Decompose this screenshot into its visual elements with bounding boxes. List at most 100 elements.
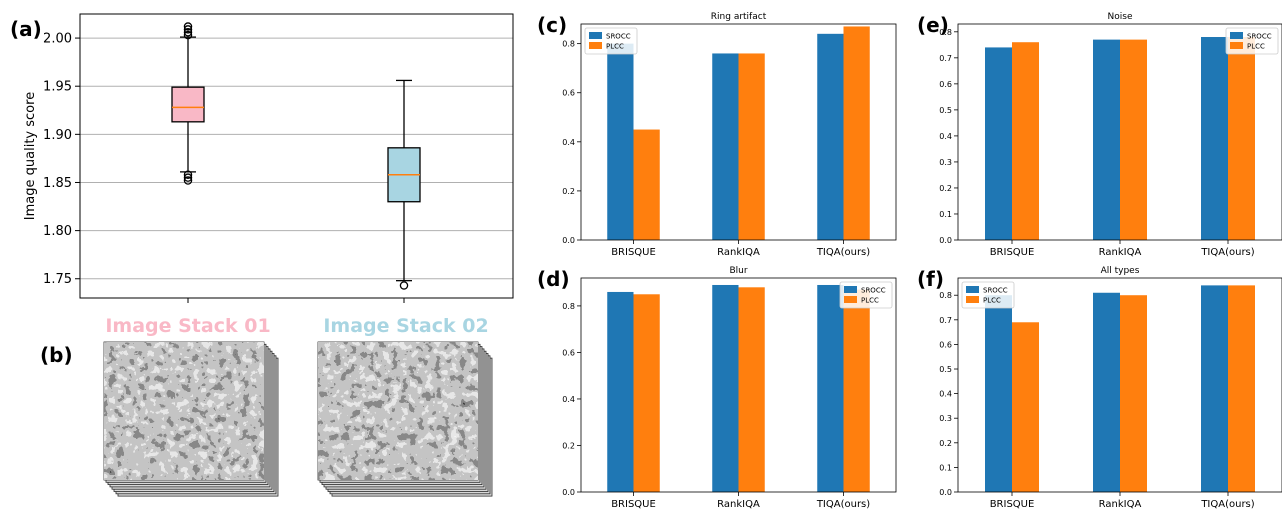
legend-label: SROCC [861,287,886,295]
legend-label: SROCC [606,33,631,41]
y-tick-label: 0.0 [939,236,952,245]
bar-srocc [1093,292,1120,492]
bar-srocc [607,43,634,240]
y-tick-label: 0.6 [562,89,575,98]
x-tick-label: RankIQA [1099,499,1142,509]
y-tick-label: 1.95 [43,80,72,95]
y-tick-label: 0.6 [562,348,575,357]
x-tick-label: TIQA(ours) [1200,499,1254,509]
image-stack-01 [103,341,279,497]
bar-srocc [1201,37,1228,240]
boxplot-chart: 1.75 1.80 1.85 1.90 1.95 2.00 Image quality sc… [23,13,514,303]
panel-label-d: (d) [537,267,570,291]
y-tick-label: 0.5 [939,365,952,374]
legend-swatch [966,286,979,293]
legend-label: SROCC [983,287,1008,295]
y-tick-label: 0.3 [939,158,952,167]
y-tick-label: 1.75 [43,272,72,287]
plot-frame [79,13,514,299]
y-tick-label: 0.2 [562,187,575,196]
legend-swatch [1230,32,1243,39]
y-tick-label: 0.7 [939,54,952,63]
bar-plcc [1228,285,1255,492]
bar-chart-all-types: All types 0.0 0.1 0.2 0.3 0.4 0.5 0.6 0.7 0.8 BRIS… [939,266,1282,509]
legend-label: PLCC [606,43,624,51]
bar-plcc [633,294,660,492]
outlier-point [183,25,193,34]
x-tick-label: TIQA(ours) [816,247,870,258]
y-tick-label: 0.4 [939,390,952,399]
y-tick-label: 0.1 [939,210,952,219]
legend-swatch [1230,42,1243,49]
y-tick-label: 1.80 [43,224,72,239]
bar-srocc [1093,39,1120,240]
y-tick-label: 0.3 [939,414,952,423]
bar-plcc [1012,322,1039,492]
y-tick-label: 0.7 [939,316,952,325]
y-tick-label: 0.2 [562,441,575,450]
bar-srocc [985,295,1012,492]
x-tick-label: RankIQA [717,499,760,509]
legend-label: PLCC [861,297,879,305]
bar-srocc [607,291,634,492]
y-tick-label: 0.6 [939,80,952,89]
y-tick-label: 0.0 [562,236,575,245]
legend-swatch [844,286,857,293]
legend-label: PLCC [1247,43,1265,51]
panel-label-c: (c) [537,13,567,37]
bar-srocc [817,284,844,492]
outlier-point [399,281,409,290]
image-stack-02 [317,341,493,497]
y-tick-label: 1.90 [43,128,72,143]
y-tick-label: 0.0 [939,488,952,497]
bar-plcc [1120,39,1147,240]
panel-label-f: (f) [917,267,944,291]
bar-plcc [843,289,870,492]
y-tick-label: 1.85 [43,176,72,191]
chart-title: All types [1101,266,1140,276]
bar-srocc [712,284,739,492]
x-tick-label: BRISQUE [990,499,1035,509]
chart-title: Noise [1108,12,1133,22]
bar-chart-ring-artifact: Ring artifact 0.0 0.2 0.4 0.6 0.8 BRISQUE RankI… [562,12,897,258]
bar-chart-blur: Blur 0.0 0.2 0.4 0.6 0.8 BRISQUE RankIQA TIQA(ou… [562,266,897,509]
box-1 [171,86,205,123]
stack-front-image [104,342,264,480]
panel-label-b: (b) [40,343,73,367]
y-tick-label: 0.8 [939,28,952,37]
y-tick-label: 0.8 [562,302,575,311]
y-tick-label: 0.1 [939,463,952,472]
x-tick-label: BRISQUE [611,247,656,258]
panel-label-a: (a) [10,17,42,41]
outlier-point [183,22,193,31]
legend-swatch [589,42,602,49]
legend-label: SROCC [1247,33,1272,41]
x-tick-label: BRISQUE [611,499,656,509]
legend-swatch [844,296,857,303]
outlier-point [183,170,193,180]
legend-swatch [589,32,602,39]
bar-plcc [1012,42,1039,241]
bar-srocc [817,33,844,241]
y-tick-label: 0.4 [562,395,575,404]
y-tick-label: 0.2 [939,439,952,448]
chart-title: Blur [729,266,747,276]
bar-chart-noise: Noise 0.0 0.1 0.2 0.3 0.4 0.5 0.6 0.7 0.8 BRISQUE R… [939,12,1282,258]
bar-plcc [1228,37,1255,240]
y-tick-label: 0.0 [562,488,575,497]
x-tick-label: RankIQA [717,247,760,258]
stack-label-01: Image Stack 01 [105,315,270,337]
outlier-point [183,30,193,40]
bar-plcc [633,129,660,240]
bar-plcc [1120,295,1147,492]
bar-srocc [712,53,739,240]
bar-plcc [843,26,870,241]
y-tick-label: 0.4 [939,132,952,141]
y-tick-label: 0.8 [939,291,952,300]
chart-title: Ring artifact [711,12,767,22]
x-tick-label: TIQA(ours) [1200,247,1254,258]
bar-srocc [985,47,1012,240]
y-tick-label: 0.8 [562,40,575,49]
legend-label: PLCC [983,297,1001,305]
